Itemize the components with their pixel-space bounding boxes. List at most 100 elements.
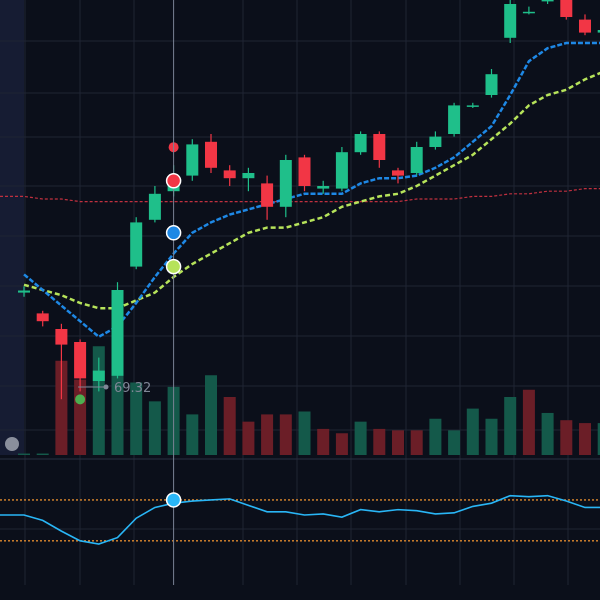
candle[interactable] — [205, 134, 217, 173]
price-label-dot — [103, 384, 109, 390]
candle[interactable] — [92, 357, 105, 392]
volume-bar — [18, 453, 30, 455]
oscillator-series — [0, 494, 600, 545]
candle-body — [392, 170, 404, 176]
candle-body — [36, 313, 49, 322]
volume-bar — [373, 428, 386, 455]
candle-body — [223, 170, 236, 179]
candle-body — [317, 186, 330, 189]
candle-body — [186, 144, 199, 176]
candle[interactable] — [392, 167, 404, 184]
candle[interactable] — [317, 180, 330, 194]
candle[interactable] — [148, 186, 161, 223]
candle-body — [466, 105, 479, 107]
volume-bar — [130, 382, 143, 455]
crosshair[interactable] — [165, 0, 182, 585]
candle[interactable] — [410, 141, 423, 176]
volume-bar — [504, 397, 517, 455]
volume-bar — [597, 423, 600, 455]
candle[interactable] — [223, 165, 236, 186]
candle[interactable] — [485, 69, 498, 98]
candle[interactable] — [466, 102, 479, 108]
baseline-line — [0, 188, 600, 203]
candle-body — [522, 11, 535, 14]
candle-body — [335, 152, 348, 189]
candle-body — [205, 141, 217, 168]
volume-bar — [392, 430, 404, 455]
volume-bar — [148, 401, 161, 455]
labels: 69.32 — [78, 381, 151, 396]
candle[interactable] — [541, 0, 554, 4]
volume-bar — [560, 420, 573, 455]
volume-bar — [223, 397, 236, 455]
candle-body — [448, 105, 461, 134]
volume-bar — [111, 372, 124, 455]
candle-body — [597, 30, 600, 33]
candle-body — [354, 134, 367, 153]
candle[interactable] — [335, 147, 348, 192]
candle-body — [18, 290, 30, 293]
candle-body — [579, 19, 591, 33]
crosshair-ma-fast-marker — [165, 225, 182, 241]
volume-bar — [36, 453, 49, 455]
candle[interactable] — [111, 282, 124, 379]
candle[interactable] — [354, 131, 367, 155]
volume-bar — [466, 408, 479, 455]
candle[interactable] — [18, 286, 30, 297]
volume-bar — [485, 418, 498, 455]
candle[interactable] — [242, 167, 255, 192]
candle-body — [92, 370, 105, 381]
candle-body — [130, 222, 143, 267]
settings-dot-icon[interactable] — [5, 437, 19, 451]
baseline-series — [0, 188, 600, 203]
candles[interactable] — [18, 0, 600, 400]
candle[interactable] — [74, 339, 87, 392]
candle[interactable] — [186, 139, 199, 181]
candle-body — [298, 157, 311, 186]
volume-bar — [298, 411, 311, 455]
candle[interactable] — [504, 0, 517, 43]
candle-body — [373, 134, 386, 160]
volume-bar — [579, 423, 591, 455]
volume-bar — [242, 421, 255, 455]
volume-bar — [55, 360, 68, 455]
crosshair-price-marker — [165, 173, 182, 189]
grid — [0, 0, 600, 585]
volume-bar — [279, 414, 292, 455]
crosshair-osc-marker — [165, 492, 182, 508]
volume-bar — [410, 430, 423, 455]
candle[interactable] — [597, 22, 600, 38]
oscillator-pane — [0, 494, 600, 545]
candle[interactable] — [429, 131, 442, 150]
candle-body — [541, 0, 554, 2]
candle-body — [242, 173, 255, 179]
candle[interactable] — [579, 14, 591, 36]
volume-bar — [522, 389, 535, 455]
candle-body — [410, 147, 423, 173]
settings-control[interactable] — [5, 437, 19, 451]
candle-body — [560, 0, 573, 17]
candle[interactable] — [298, 154, 311, 192]
candle[interactable] — [261, 175, 274, 220]
candle[interactable] — [522, 6, 535, 15]
candle-body — [148, 193, 161, 220]
left-shade — [0, 0, 24, 455]
candle[interactable] — [279, 154, 292, 218]
candle[interactable] — [130, 217, 143, 270]
candle-body — [74, 342, 87, 379]
candle[interactable] — [36, 310, 49, 327]
candle[interactable] — [55, 323, 68, 400]
candle-body — [504, 4, 517, 38]
candle-body — [111, 290, 124, 376]
volume-bar — [317, 428, 330, 455]
candle-body — [279, 160, 292, 207]
candle[interactable] — [560, 0, 573, 20]
volume-bar — [186, 414, 199, 455]
candle-body — [55, 329, 68, 345]
volume-bar — [335, 433, 348, 455]
candle[interactable] — [373, 131, 386, 168]
volume-bars — [18, 346, 600, 455]
candle[interactable] — [448, 102, 461, 137]
